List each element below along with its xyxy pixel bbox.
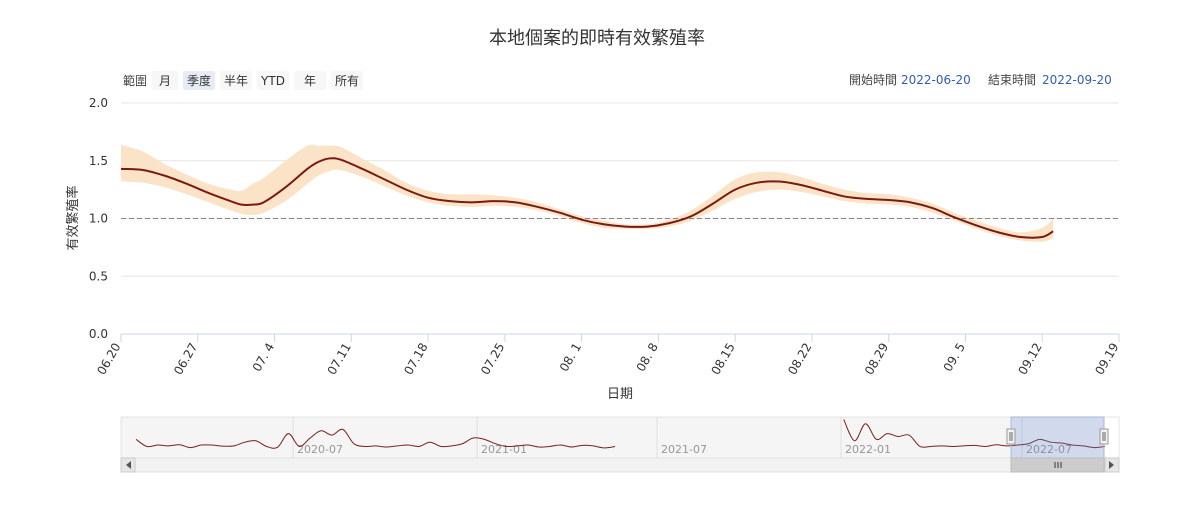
y-tick-label: 2.0 xyxy=(89,96,108,110)
range-button-5[interactable]: 所有 xyxy=(331,71,363,90)
range-button-4[interactable]: 年 xyxy=(294,71,326,90)
range-button-bg[interactable] xyxy=(152,71,178,90)
confidence-band xyxy=(121,144,1054,242)
navigator-label: 2022-07 xyxy=(1026,443,1072,456)
range-button-bg[interactable] xyxy=(294,71,326,90)
chevron-left-icon xyxy=(126,461,131,469)
navigator-handle-right[interactable] xyxy=(1099,428,1109,445)
range-button-1[interactable]: 季度 xyxy=(183,71,215,90)
range-button-bg[interactable] xyxy=(257,71,289,90)
scrollbar[interactable] xyxy=(120,457,1120,473)
confidence-band-area xyxy=(121,144,1054,242)
navigator-label: 2021-07 xyxy=(661,443,707,456)
navigator-label: 2020-07 xyxy=(297,443,343,456)
range-button-label: 所有 xyxy=(335,74,359,88)
scrollbar-track[interactable] xyxy=(120,457,1120,473)
range-button-0[interactable]: 月 xyxy=(152,71,178,90)
navigator-line xyxy=(135,428,616,449)
x-axis-title: 日期 xyxy=(607,387,633,402)
range-button-2[interactable]: 半年 xyxy=(220,71,252,90)
chevron-right-icon xyxy=(1109,461,1114,469)
end-time-label: 結束時間 xyxy=(988,73,1036,87)
start-time-label: 開始時間 xyxy=(849,73,897,87)
navigator[interactable]: 2020-072021-012021-072022-012022-07 xyxy=(120,416,1120,459)
navigator-label: 2022-01 xyxy=(845,443,891,456)
range-selector: 範圍 月 季度 半年 YTD 年 所有 開始時間 2022-06-20 結束時間 2022… xyxy=(123,71,1112,90)
navigator-outside-mask xyxy=(121,417,1010,458)
y-tick-label: 0.0 xyxy=(89,327,108,341)
range-button-label: 季度 xyxy=(187,73,211,88)
start-time-input[interactable]: 2022-06-20 xyxy=(901,73,971,87)
y-tick-label: 1.5 xyxy=(89,154,108,168)
range-label: 範圍 xyxy=(123,73,147,88)
range-button-bg[interactable] xyxy=(331,71,363,90)
range-button-label: 年 xyxy=(304,74,316,88)
y-axis-title: 有效繁殖率 xyxy=(65,185,81,250)
navigator-grid: 2020-072021-012021-072022-012022-07 xyxy=(292,417,1072,458)
range-button-bg[interactable] xyxy=(183,71,215,90)
navigator-handle-left[interactable] xyxy=(1006,428,1016,445)
navigator-selected-range[interactable] xyxy=(1010,416,1105,459)
chart-title: 本地個案的即時有效繁殖率 xyxy=(489,27,705,49)
rt-line xyxy=(120,157,1054,239)
navigator-line xyxy=(843,419,1106,449)
range-button-label: 半年 xyxy=(224,74,248,88)
range-button-label: YTD xyxy=(260,74,285,88)
line-series xyxy=(120,157,1054,239)
end-time-input[interactable]: 2022-09-20 xyxy=(1042,73,1112,87)
range-button-label: 月 xyxy=(159,74,171,88)
navigator-series xyxy=(135,419,1106,449)
y-axis-ticks: 0.0 0.5 1.0 1.5 2.0 xyxy=(89,96,108,341)
y-tick-label: 1.0 xyxy=(89,212,108,226)
range-buttons: 月 季度 半年 YTD 年 所有 xyxy=(152,71,363,90)
navigator-frame xyxy=(120,416,1120,459)
range-button-3[interactable]: YTD xyxy=(257,71,289,90)
y-tick-label: 0.5 xyxy=(89,269,108,283)
range-button-bg[interactable] xyxy=(220,71,252,90)
